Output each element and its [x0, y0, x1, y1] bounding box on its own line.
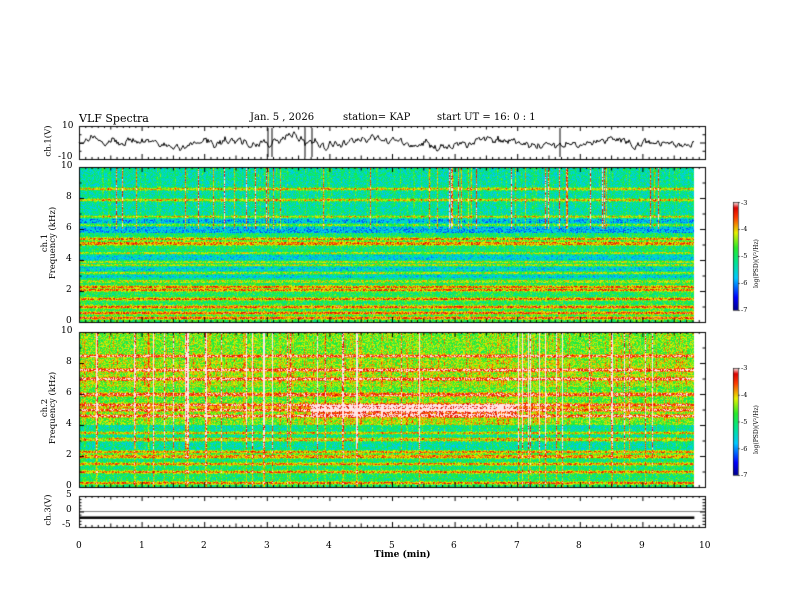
cb1-tick-label: -3 — [741, 199, 748, 207]
xtick-label: 6 — [451, 541, 457, 551]
ch1-ytick-label: 10 — [62, 121, 74, 131]
cb1-tick-label: -4 — [741, 225, 748, 233]
cb1-label: log(PSD)(V²/Hz) — [753, 239, 760, 288]
xtick-label: 8 — [576, 541, 582, 551]
ch2-spec-ytick-label: 2 — [66, 450, 72, 460]
ch1-spectrogram-ylabel-frequency: Frequency (kHz) — [48, 206, 59, 280]
x-axis-label: Time (min) — [374, 550, 431, 560]
xtick-label: 7 — [514, 541, 520, 551]
cb2-label: log(PSD)(V²/Hz) — [753, 405, 760, 454]
date-label: Jan. 5 , 2026 — [250, 112, 315, 123]
cb2-tick-label: -6 — [741, 445, 748, 453]
cb2-tick-label: -3 — [741, 364, 748, 372]
xtick-label: 3 — [264, 541, 270, 551]
cb1-tick-label: -5 — [741, 252, 748, 260]
cb2-tick-label: -4 — [741, 391, 748, 399]
plot-title: VLF Spectra — [79, 112, 149, 125]
ch2-spec-ytick-label: 6 — [66, 388, 72, 398]
ch1-spec-ytick-label: 6 — [66, 223, 72, 233]
xtick-label: 0 — [76, 541, 82, 551]
xtick-label: 2 — [201, 541, 207, 551]
cb2-tick-label: -7 — [741, 471, 748, 479]
ch3-ytick-label: 5 — [66, 490, 72, 500]
start-time-label: start UT = 16: 0 : 1 — [437, 112, 536, 123]
xtick-label: 9 — [639, 541, 645, 551]
station-label: station= KAP — [343, 112, 411, 123]
ch1-spec-ytick-label: 8 — [66, 192, 72, 202]
ch2-spec-ytick-label: 0 — [66, 481, 72, 491]
xtick-label: 5 — [389, 541, 395, 551]
ch1-ytick-label: -10 — [58, 152, 73, 162]
xtick-label: 1 — [139, 541, 145, 551]
cb1-tick-label: -7 — [741, 306, 748, 314]
ch1-waveform-ylabel: ch.1(V) — [43, 125, 54, 157]
ch2-spec-ytick-label: 10 — [61, 326, 73, 336]
ch3-ytick-label: 0 — [66, 505, 72, 515]
ch1-spec-ytick-label: 2 — [66, 285, 72, 295]
ch2-spectrogram-ylabel-frequency: Frequency (kHz) — [48, 371, 59, 445]
cb1-tick-label: -6 — [741, 279, 748, 287]
ch2-spec-ytick-label: 8 — [66, 357, 72, 367]
xtick-label: 10 — [699, 541, 711, 551]
xtick-label: 4 — [326, 541, 332, 551]
ch3-waveform-ylabel: ch.3(V) — [43, 494, 54, 526]
cb2-tick-label: -5 — [741, 418, 748, 426]
ch3-ytick-label: -5 — [62, 520, 71, 530]
ch1-spec-ytick-label: 4 — [66, 254, 72, 264]
ch2-spec-ytick-label: 4 — [66, 419, 72, 429]
ch1-spec-ytick-label: 10 — [61, 161, 73, 171]
ch1-spec-ytick-label: 0 — [66, 316, 72, 326]
